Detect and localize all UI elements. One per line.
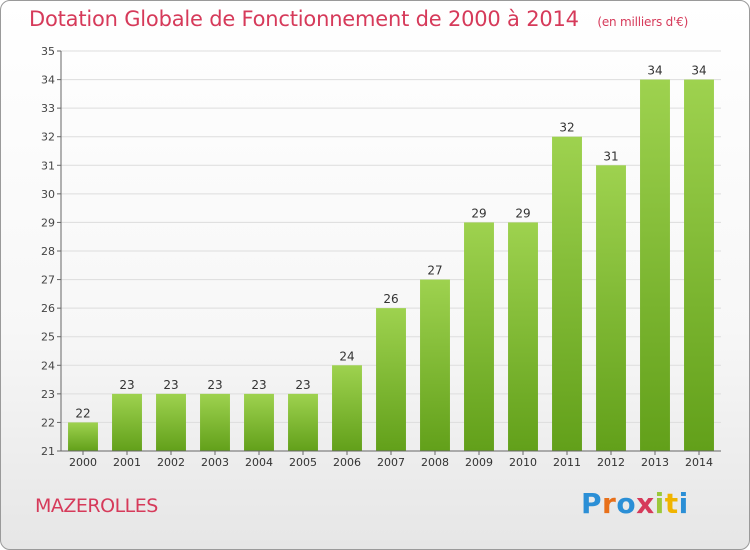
bar — [684, 79, 714, 452]
x-tick-label: 2006 — [333, 456, 361, 469]
bar — [332, 365, 362, 451]
bar-value-label: 34 — [647, 64, 662, 78]
x-tick-label: 2000 — [69, 456, 97, 469]
x-tick-label: 2010 — [509, 456, 537, 469]
title-text: Dotation Globale de Fonctionnement de 20… — [29, 7, 579, 31]
x-tick-label: 2013 — [641, 456, 669, 469]
bar-value-label: 22 — [75, 406, 90, 420]
x-tick-label: 2002 — [157, 456, 185, 469]
bar-value-label: 29 — [471, 206, 486, 220]
y-tick-label: 21 — [41, 445, 55, 458]
bar — [68, 422, 98, 451]
bar-value-label: 23 — [251, 378, 266, 392]
y-tick-label: 35 — [41, 45, 55, 58]
bar — [552, 136, 582, 451]
x-tick-label: 2003 — [201, 456, 229, 469]
y-tick-label: 28 — [41, 245, 55, 258]
x-tick-label: 2014 — [685, 456, 713, 469]
bar-value-label: 23 — [163, 378, 178, 392]
y-tick-label: 23 — [41, 388, 55, 401]
bar — [640, 79, 670, 452]
y-tick-label: 29 — [41, 216, 55, 229]
bar — [200, 393, 230, 451]
y-tick-label: 31 — [41, 159, 55, 172]
bar-value-label: 31 — [603, 149, 618, 163]
y-tick-label: 30 — [41, 188, 55, 201]
commune-name: MAZEROLLES — [35, 495, 158, 517]
bar — [464, 222, 494, 451]
y-tick-label: 33 — [41, 102, 55, 115]
y-tick-label: 26 — [41, 302, 55, 315]
x-tick-label: 2011 — [553, 456, 581, 469]
bar — [596, 165, 626, 452]
x-tick-label: 2009 — [465, 456, 493, 469]
bar — [288, 393, 318, 451]
x-tick-label: 2004 — [245, 456, 273, 469]
bar — [244, 393, 274, 451]
bar-value-label: 24 — [339, 349, 354, 363]
y-tick-label: 34 — [41, 74, 55, 87]
x-tick-label: 2012 — [597, 456, 625, 469]
x-tick-label: 2008 — [421, 456, 449, 469]
y-tick-label: 32 — [41, 131, 55, 144]
y-tick-label: 25 — [41, 331, 55, 344]
bar — [420, 279, 450, 451]
bar-value-label: 23 — [207, 378, 222, 392]
bar — [156, 393, 186, 451]
bar — [508, 222, 538, 451]
y-tick-label: 22 — [41, 416, 55, 429]
proxiti-logo: Proxiti — [581, 487, 689, 520]
bar — [376, 308, 406, 451]
y-tick-label: 24 — [41, 359, 55, 372]
bar-value-label: 23 — [295, 378, 310, 392]
x-tick-label: 2007 — [377, 456, 405, 469]
bar-value-label: 34 — [691, 64, 706, 78]
subtitle-text: (en milliers d'€) — [597, 15, 689, 29]
x-tick-label: 2001 — [113, 456, 141, 469]
bar-value-label: 26 — [383, 292, 398, 306]
bar — [112, 393, 142, 451]
bar-value-label: 23 — [119, 378, 134, 392]
bar-value-label: 29 — [515, 206, 530, 220]
bar-value-label: 27 — [427, 264, 442, 278]
x-tick-label: 2005 — [289, 456, 317, 469]
chart-title: Dotation Globale de Fonctionnement de 20… — [29, 7, 688, 31]
bar-value-label: 32 — [559, 121, 574, 135]
y-tick-label: 27 — [41, 274, 55, 287]
